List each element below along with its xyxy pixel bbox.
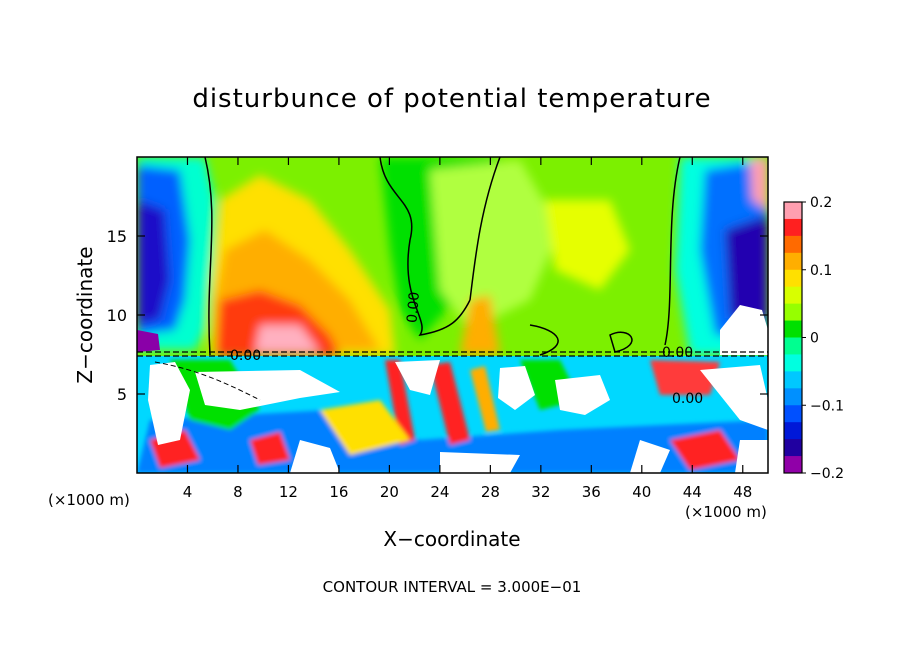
colorbar-swatch bbox=[784, 354, 802, 372]
x-tick-label: 20 bbox=[380, 483, 399, 501]
lower-red-right bbox=[650, 360, 720, 395]
x-unit-right: (×1000 m) bbox=[685, 503, 767, 521]
x-axis: 4 8 12 16 20 24 28 32 36 40 44 48 bbox=[183, 157, 752, 501]
left-purple-blob bbox=[137, 330, 160, 352]
contour-left bbox=[204, 157, 213, 356]
contour-label: 0.00 bbox=[662, 345, 693, 361]
right-pink-region bbox=[750, 157, 768, 210]
colorbar-swatch bbox=[784, 439, 802, 457]
contour-right bbox=[664, 157, 681, 346]
lower-red-center-left bbox=[250, 432, 290, 465]
central-pale-green bbox=[430, 160, 560, 330]
colorbar-swatch bbox=[784, 269, 802, 288]
colorbar-swatch bbox=[784, 456, 802, 474]
white-region-3 bbox=[395, 360, 440, 395]
x-tick-label: 4 bbox=[183, 483, 193, 501]
lower-red-streak-1 bbox=[385, 360, 415, 445]
y-tick-label: 5 bbox=[117, 385, 127, 404]
white-region-10 bbox=[440, 452, 520, 473]
colorbar-swatch bbox=[784, 422, 802, 440]
colorbar-swatch bbox=[784, 405, 802, 423]
x-tick-label: 16 bbox=[329, 483, 348, 501]
colorbar-tick-label: −0.1 bbox=[810, 398, 844, 414]
lower-orange-streak bbox=[470, 366, 500, 432]
colorbar-swatch bbox=[784, 286, 802, 305]
colorbar-swatch bbox=[784, 320, 802, 338]
colorbar-swatch bbox=[784, 388, 802, 406]
colorbar-swatch bbox=[784, 235, 802, 254]
contour-label: 0.00 bbox=[230, 348, 261, 364]
colorbar-swatch bbox=[784, 337, 802, 355]
white-region-9 bbox=[735, 440, 768, 473]
colorbar-tick-label: −0.2 bbox=[810, 466, 844, 482]
y-axis-label: Z−coordinate bbox=[73, 246, 97, 383]
lower-red-bottom-right bbox=[670, 430, 740, 470]
x-tick-label: 28 bbox=[481, 483, 500, 501]
x-tick-label: 40 bbox=[632, 483, 651, 501]
contour-interval-footer: CONTOUR INTERVAL = 3.000E−01 bbox=[323, 578, 582, 596]
contour-left-dashed bbox=[154, 361, 261, 401]
contour-dashed-layer bbox=[137, 351, 768, 357]
colorbar-swatch bbox=[784, 303, 802, 322]
colorbar-swatch bbox=[784, 371, 802, 389]
white-region-1 bbox=[148, 362, 190, 445]
x-tick-label: 36 bbox=[582, 483, 601, 501]
white-region-6 bbox=[700, 365, 768, 430]
lower-turbulence bbox=[137, 360, 768, 473]
small-orange-spike bbox=[460, 295, 500, 355]
colorbar-tick-label: 0 bbox=[810, 331, 819, 347]
colorbar-tick-label: 0.1 bbox=[810, 263, 832, 279]
warm-plume-pink bbox=[255, 325, 320, 352]
right-yellow-patch bbox=[545, 200, 630, 290]
x-axis-label: X−coordinate bbox=[383, 527, 520, 551]
contour-center-left bbox=[379, 157, 471, 337]
contour-center-right bbox=[469, 157, 501, 301]
colorbar-swatch bbox=[784, 218, 802, 237]
lower-white-regions bbox=[148, 360, 768, 473]
white-region-4 bbox=[498, 366, 535, 410]
x-unit-left: (×1000 m) bbox=[48, 491, 130, 509]
x-tick-label: 12 bbox=[279, 483, 298, 501]
x-tick-label: 32 bbox=[531, 483, 550, 501]
y-axis: 5 10 15 bbox=[107, 227, 768, 404]
lower-red-streak-2 bbox=[430, 362, 470, 445]
x-tick-label: 24 bbox=[430, 483, 449, 501]
lower-yellow-patch bbox=[320, 400, 410, 455]
y-tick-label: 15 bbox=[107, 227, 127, 246]
white-region-5 bbox=[555, 375, 610, 415]
colorbar-swatch bbox=[784, 252, 802, 271]
right-white-blob bbox=[720, 305, 768, 355]
y-tick-label: 10 bbox=[107, 306, 127, 325]
contour-label: 0.00 bbox=[404, 291, 423, 323]
left-navy-region bbox=[137, 200, 170, 325]
white-region-8 bbox=[630, 440, 670, 473]
colorbar-swatch bbox=[784, 202, 802, 220]
x-tick-label: 48 bbox=[733, 483, 752, 501]
chart-title: disturbunce of potential temperature bbox=[192, 84, 712, 114]
x-tick-label: 8 bbox=[233, 483, 243, 501]
upper-field bbox=[137, 157, 768, 356]
contour-label: 0.00 bbox=[672, 391, 703, 407]
white-region-7 bbox=[290, 440, 340, 473]
colorbar-tick-label: 0.2 bbox=[810, 195, 832, 211]
field-layer bbox=[137, 157, 768, 473]
contour-lines bbox=[137, 157, 768, 401]
white-region-2 bbox=[195, 370, 340, 410]
x-tick-label: 44 bbox=[683, 483, 702, 501]
right-navy-region bbox=[725, 215, 768, 320]
colorbar: 0.2 0.1 0 −0.1 −0.2 bbox=[783, 195, 844, 482]
